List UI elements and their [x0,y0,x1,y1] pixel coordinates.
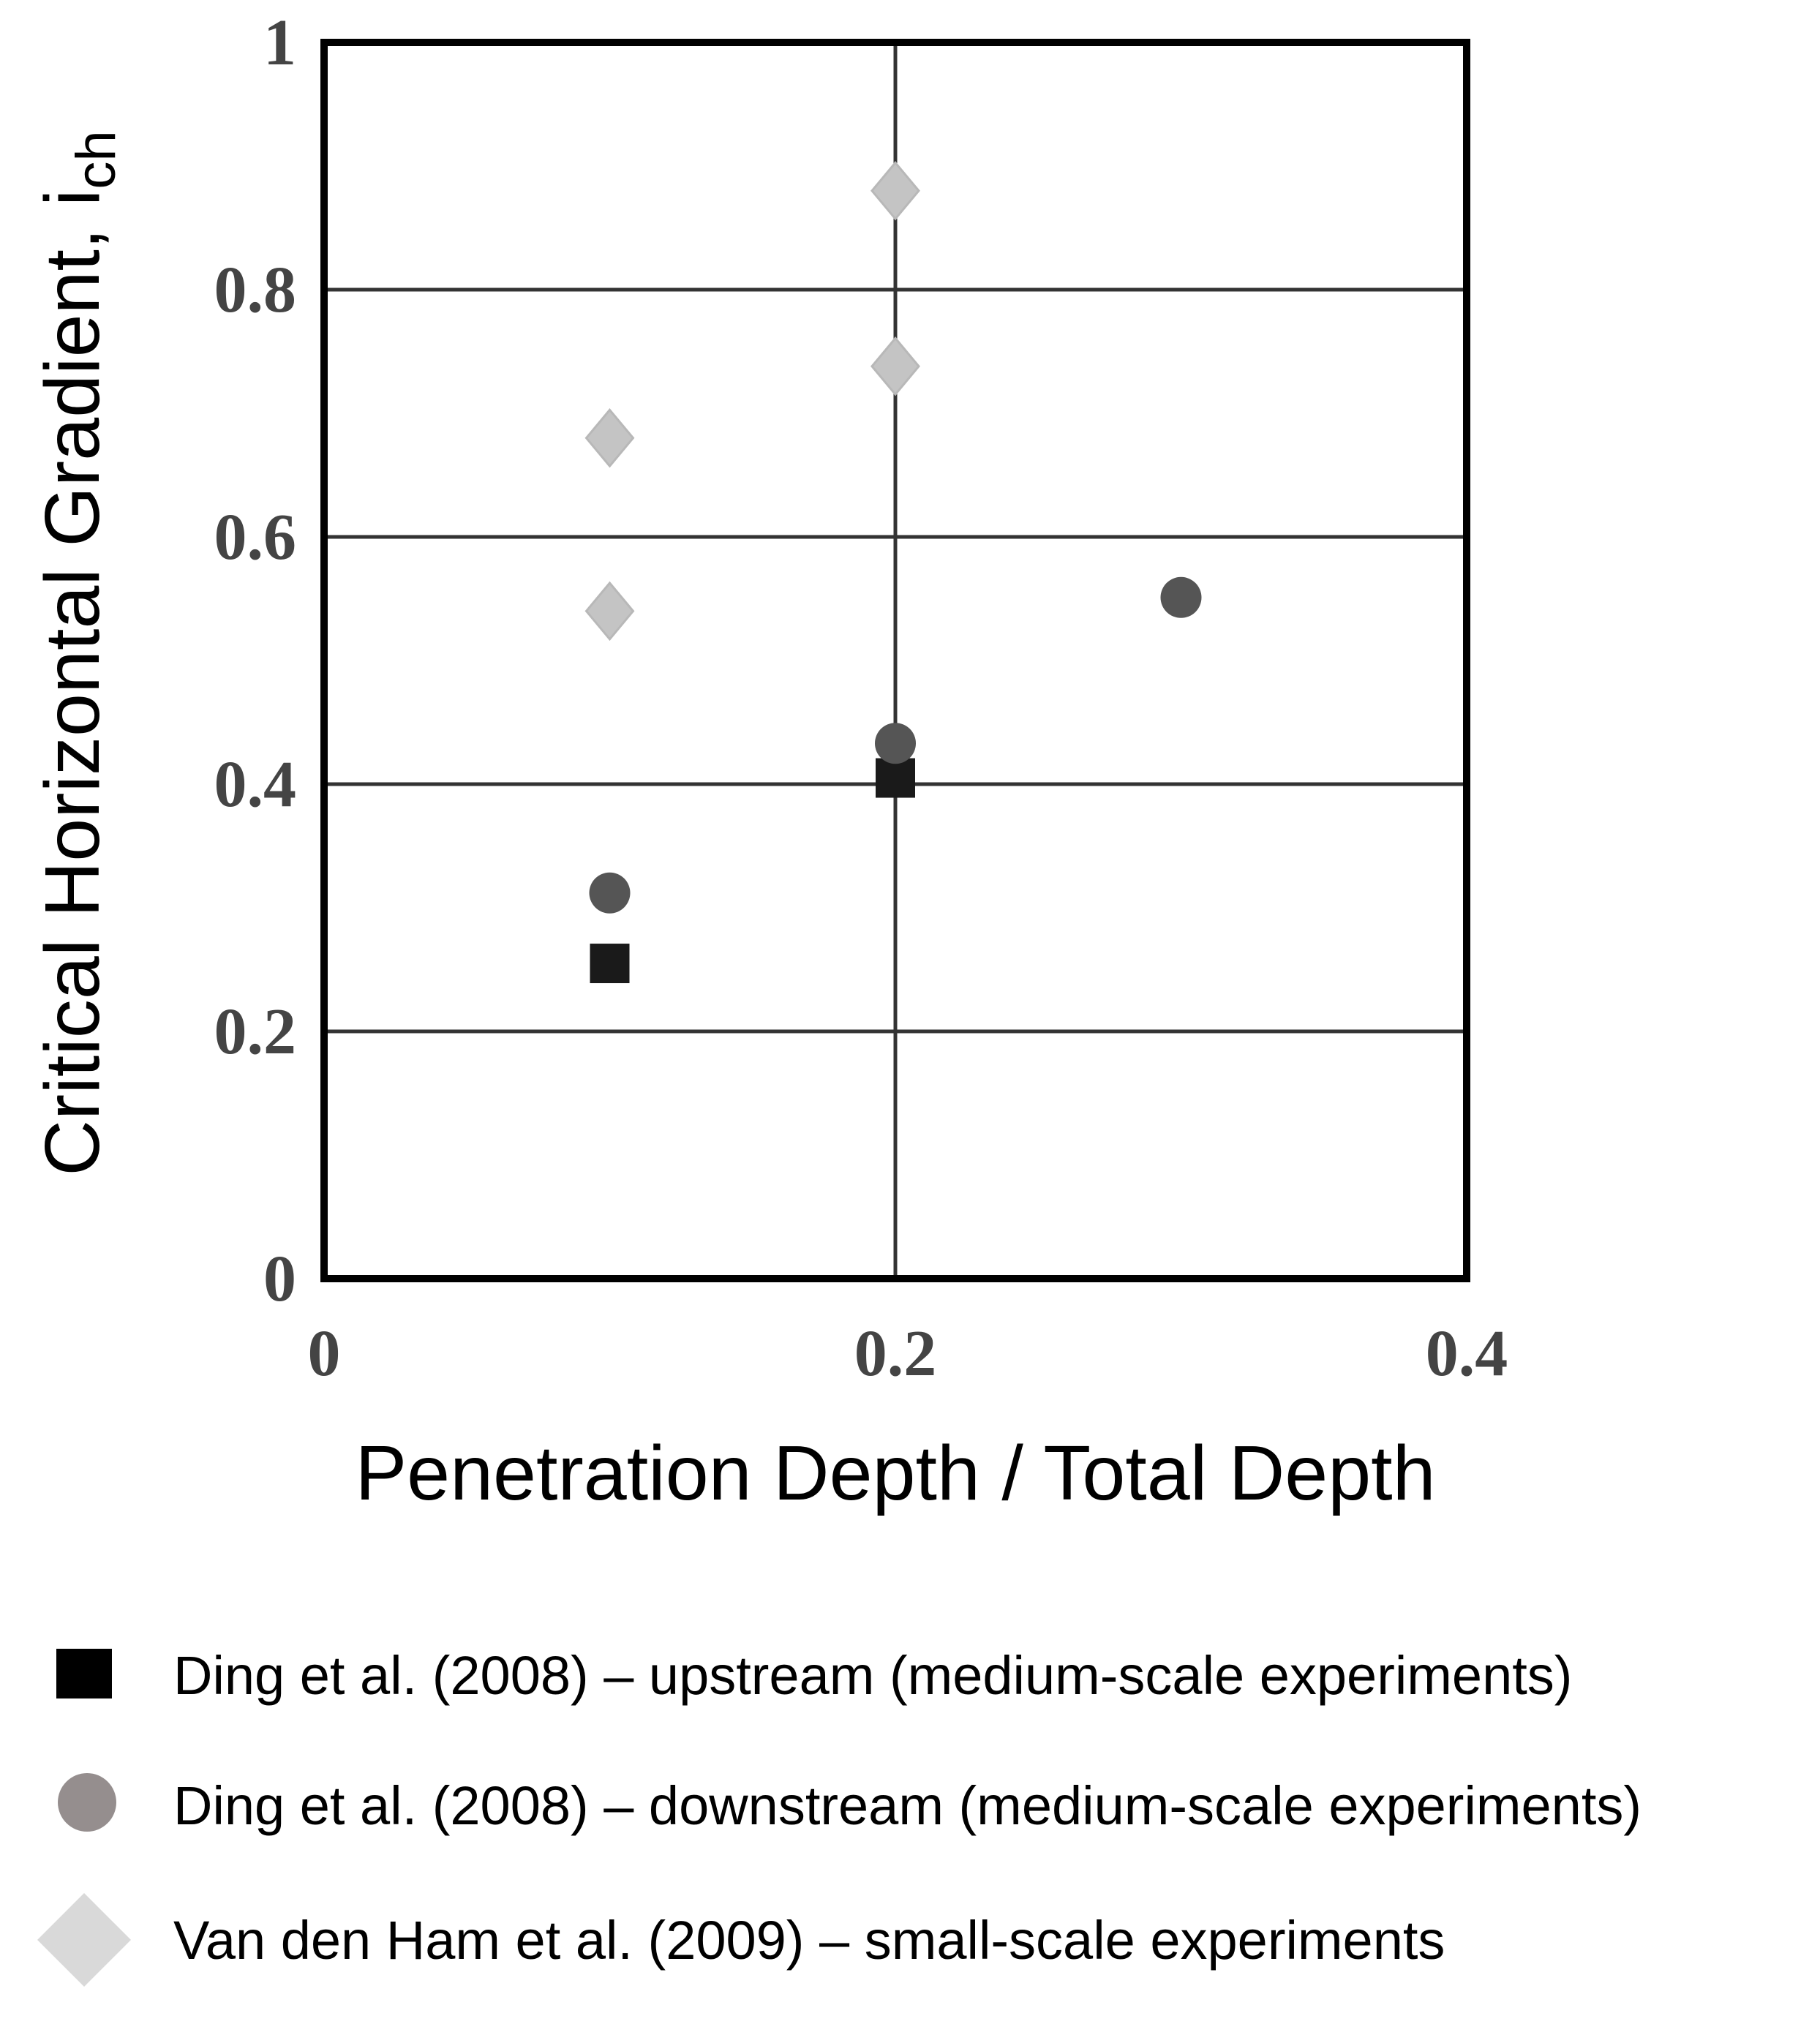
legend: Ding et al. (2008) – upstream (medium-sc… [37,1645,1642,1987]
legend-circle-marker [58,1773,116,1832]
legend-label-upstream: Ding et al. (2008) – upstream (medium-sc… [173,1645,1572,1706]
data-point-diamond [584,581,635,642]
y-tick-label: 0.2 [214,996,297,1068]
data-point-square [876,758,915,798]
data-point-diamond [584,408,635,468]
data-points [584,161,1202,984]
legend-label-downstream: Ding et al. (2008) – downstream (medium-… [173,1775,1642,1836]
legend-square-marker [56,1649,112,1698]
legend-item-small-scale: Van den Ham et al. (2009) – small-scale … [37,1893,1445,1987]
x-tick-label: 0.2 [854,1317,937,1390]
data-point-circle [875,723,916,764]
tick-labels: 0 0.2 0.4 0.6 0.8 1 0 0.2 0.4 [214,7,1508,1390]
legend-label-small-scale: Van den Ham et al. (2009) – small-scale … [173,1910,1445,1971]
y-axis-label: Critical Horizontal Gradient, ich [29,130,127,1175]
y-tick-label: 0.8 [214,254,297,326]
legend-item-downstream: Ding et al. (2008) – downstream (medium-… [58,1773,1642,1836]
x-axis-label: Penetration Depth / Total Depth [355,1430,1435,1516]
data-point-circle [1160,576,1202,618]
plot-frame [320,39,1470,1282]
grid-lines [324,42,1467,1279]
x-tick-label: 0 [308,1317,341,1390]
data-point-diamond [870,161,920,221]
legend-item-upstream: Ding et al. (2008) – upstream (medium-sc… [56,1645,1572,1706]
data-point-square [590,944,630,984]
y-tick-label: 0.6 [214,501,297,573]
data-point-circle [589,872,631,914]
data-point-diamond [870,336,920,396]
y-tick-label: 0 [263,1243,296,1315]
y-tick-label: 1 [263,7,296,79]
legend-diamond-marker [37,1893,131,1987]
x-tick-label: 0.4 [1426,1317,1508,1390]
y-axis-label-subscript: ch [65,130,127,189]
y-tick-label: 0.4 [214,748,297,821]
y-axis-label-main: Critical Horizontal Gradient, i [29,189,116,1176]
